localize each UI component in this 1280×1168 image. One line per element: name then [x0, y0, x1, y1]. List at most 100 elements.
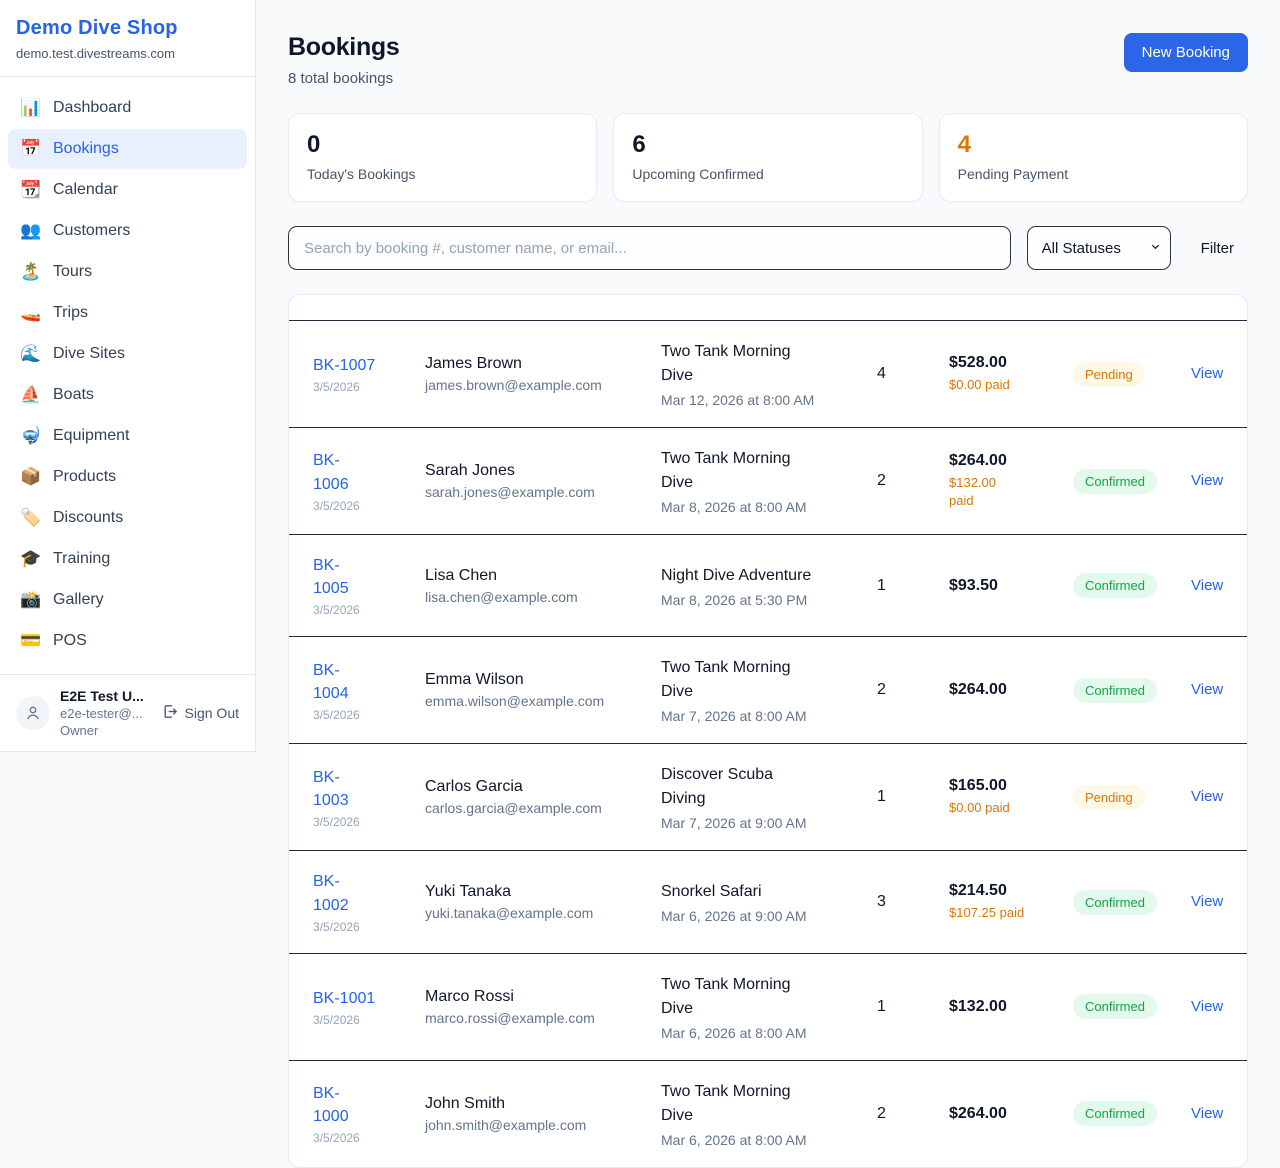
filter-button[interactable]: Filter: [1187, 232, 1248, 265]
sidebar-nav-item[interactable]: 💳 POS: [8, 621, 247, 661]
stat-value: 4: [957, 131, 972, 158]
total-amount: $264.00: [949, 451, 1007, 469]
nav-item-icon: 📅: [20, 139, 42, 159]
booking-date: 3/5/2026: [313, 708, 360, 723]
booking-number-link[interactable]: BK-1001: [313, 989, 376, 1007]
nav-item-label: Trips: [53, 304, 88, 321]
nav-item-label: Tours: [53, 263, 93, 280]
table-header-row: [289, 295, 1247, 321]
trip-name: Two Tank Morning Dive: [661, 975, 791, 1017]
paid-amount: $107.25 paid: [949, 904, 1025, 920]
sidebar-nav-item[interactable]: 🏝️ Tours: [8, 252, 247, 292]
stat-label: Today's Bookings: [307, 166, 416, 182]
booking-row: BK- 1000 3/5/2026 John Smith john.smith@…: [289, 1059, 1247, 1167]
sign-out-icon: [162, 703, 179, 723]
sidebar-nav-item[interactable]: 🏷️ Discounts: [8, 498, 247, 538]
status-badge: Pending: [1073, 784, 1145, 810]
sidebar-nav-item[interactable]: 👥 Customers: [8, 211, 247, 251]
nav-item-label: POS: [53, 632, 87, 649]
sidebar-nav-item[interactable]: 🚤 Trips: [8, 293, 247, 333]
customer-name: James Brown: [425, 355, 522, 372]
nav-item-label: Bookings: [53, 140, 119, 157]
booking-row: BK- 1005 3/5/2026 Lisa Chen lisa.chen@ex…: [289, 533, 1247, 637]
nav-item-icon: 🏝️: [20, 262, 42, 282]
pax-count: 1: [877, 997, 886, 1015]
nav-item-icon: 📊: [20, 98, 42, 118]
shop-name: Demo Dive Shop: [16, 17, 178, 39]
sidebar-nav-item[interactable]: ⛵ Boats: [8, 375, 247, 415]
view-link[interactable]: View: [1191, 1104, 1224, 1122]
sidebar-nav-item[interactable]: 🌊 Dive Sites: [8, 334, 247, 374]
booking-number-link[interactable]: BK- 1002: [313, 873, 349, 914]
status-badge: Confirmed: [1073, 889, 1157, 915]
sidebar-nav-item[interactable]: 📸 Gallery: [8, 580, 247, 620]
total-amount: $132.00: [949, 997, 1007, 1015]
total-amount: $214.50: [949, 881, 1007, 899]
status-select-wrap: All Statuses: [1026, 226, 1171, 270]
shop-domain: demo.test.divestreams.com: [16, 46, 175, 61]
booking-row: BK- 1004 3/5/2026 Emma Wilson emma.wilso…: [289, 636, 1247, 744]
stat-card: 6 Upcoming Confirmed: [613, 113, 923, 202]
nav-item-label: Equipment: [53, 427, 130, 444]
view-link[interactable]: View: [1191, 472, 1224, 489]
nav-item-icon: 🎓: [20, 549, 42, 569]
filter-controls: All Statuses Filter: [288, 226, 1248, 270]
view-link[interactable]: View: [1191, 893, 1224, 911]
view-link[interactable]: View: [1191, 788, 1224, 806]
trip-datetime: Mar 8, 2026 at 8:00 AM: [661, 499, 807, 515]
total-amount: $528.00: [949, 353, 1007, 371]
nav-item-label: Dashboard: [53, 99, 132, 116]
customer-name: Sarah Jones: [425, 462, 515, 479]
trip-name: Two Tank Morning Dive: [661, 450, 791, 491]
booking-number-link[interactable]: BK- 1003: [313, 768, 349, 809]
view-link[interactable]: View: [1191, 681, 1224, 699]
sidebar-nav: 📊 Dashboard 📅 Bookings 📆 Calendar 👥 Cust…: [0, 77, 255, 674]
sidebar-nav-item[interactable]: 📊 Dashboard: [8, 88, 247, 128]
trip-name: Two Tank Morning Dive: [661, 1082, 791, 1124]
customer-name: John Smith: [425, 1094, 506, 1112]
table-body: BK-1007 3/5/2026 James Brown james.brown…: [289, 321, 1247, 1167]
sign-out-button[interactable]: Sign Out: [162, 703, 239, 723]
sidebar-nav-item[interactable]: 📆 Calendar: [8, 170, 247, 210]
sidebar-nav-item[interactable]: 📅 Bookings: [8, 129, 247, 169]
nav-item-icon: 🚤: [20, 303, 42, 323]
booking-number-link[interactable]: BK- 1005: [313, 557, 349, 598]
status-badge: Confirmed: [1073, 1101, 1157, 1127]
customer-email: yuki.tanaka@example.com: [425, 905, 594, 922]
booking-number-link[interactable]: BK- 1004: [313, 661, 349, 702]
status-badge: Confirmed: [1073, 677, 1157, 703]
sidebar-nav-item[interactable]: 📦 Products: [8, 457, 247, 497]
view-link[interactable]: View: [1191, 997, 1224, 1015]
sidebar-header: Demo Dive Shop demo.test.divestreams.com: [0, 0, 255, 77]
sign-out-label: Sign Out: [184, 705, 239, 721]
pax-count: 3: [877, 893, 886, 911]
stat-value: 0: [307, 131, 321, 158]
booking-number-link[interactable]: BK- 1006: [313, 452, 349, 493]
search-input[interactable]: [288, 226, 1011, 270]
view-link[interactable]: View: [1191, 576, 1224, 594]
nav-item-label: Discounts: [53, 509, 124, 526]
sidebar-nav-item[interactable]: 🎓 Training: [8, 539, 247, 579]
status-badge: Confirmed: [1073, 994, 1157, 1020]
customer-email: carlos.garcia@example.com: [425, 800, 602, 817]
customer-email: james.brown@example.com: [425, 377, 602, 393]
booking-date: 3/5/2026: [313, 1012, 360, 1027]
nav-item-label: Dive Sites: [53, 345, 126, 362]
booking-number-link[interactable]: BK-1007: [313, 356, 376, 374]
sidebar-nav-item[interactable]: 🤿 Equipment: [8, 416, 247, 456]
bookings-table-card: BK-1007 3/5/2026 James Brown james.brown…: [288, 294, 1248, 1168]
pax-count: 2: [877, 472, 886, 489]
new-booking-button[interactable]: New Booking: [1123, 33, 1248, 72]
status-select[interactable]: All Statuses: [1026, 226, 1171, 270]
page-header: Bookings 8 total bookings New Booking: [288, 33, 1248, 87]
total-amount: $264.00: [949, 681, 1007, 699]
view-link[interactable]: View: [1191, 365, 1224, 382]
nav-item-icon: 🤿: [20, 426, 42, 446]
booking-number-link[interactable]: BK- 1000: [313, 1085, 349, 1126]
customer-email: lisa.chen@example.com: [425, 588, 578, 605]
status-badge: Pending: [1073, 361, 1145, 387]
user-name: E2E Test U...: [60, 688, 144, 704]
total-amount: $165.00: [949, 777, 1007, 795]
column-header: [661, 295, 877, 321]
total-amount: $264.00: [949, 1104, 1007, 1122]
